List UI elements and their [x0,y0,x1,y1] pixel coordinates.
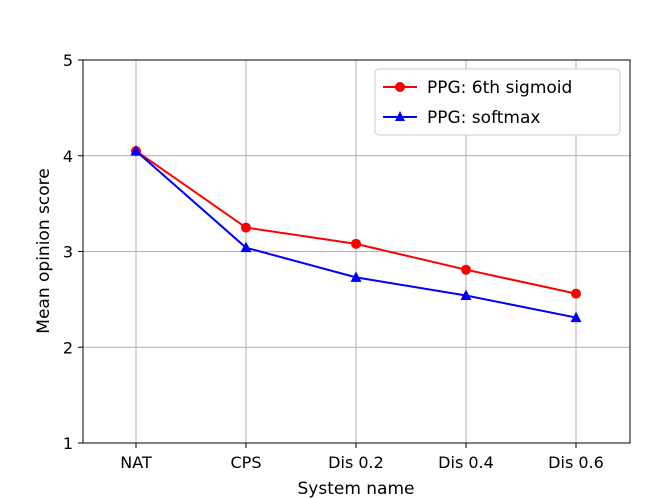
legend: PPG: 6th sigmoid PPG: softmax [374,68,621,136]
x-tick-label: Dis 0.2 [328,453,384,472]
data-point [571,288,581,299]
legend-label-sigmoid: PPG: 6th sigmoid [427,78,572,98]
data-point [130,144,142,156]
y-tick-label: 1 [63,434,73,453]
series [130,144,582,323]
y-tick-label: 2 [63,338,73,357]
data-point [460,289,472,301]
x-tick-label: CPS [231,453,262,472]
legend-box [374,68,621,136]
x-tick-label: NAT [120,453,152,472]
data-point [351,238,361,249]
data-point [241,222,251,233]
y-tick-label: 5 [63,51,73,70]
legend-marker-sigmoid [395,82,405,92]
x-tick-label: Dis 0.4 [438,453,494,472]
axis-ticks: NAT CPS Dis 0.2 Dis 0.4 Dis 0.6 1 2 3 4 5 [63,51,604,472]
legend-label-softmax: PPG: softmax [427,108,540,128]
x-axis-label: System name [297,479,414,498]
x-tick-label: Dis 0.6 [548,453,604,472]
y-tick-label: 4 [63,147,73,166]
legend-marker-softmax [395,111,405,121]
y-tick-label: 3 [63,243,73,262]
y-axis-label: Mean opinion score [34,168,54,333]
data-point [461,264,471,275]
series-softmax [130,144,582,323]
data-point [570,311,582,323]
data-point [350,271,362,282]
data-point [240,241,252,253]
